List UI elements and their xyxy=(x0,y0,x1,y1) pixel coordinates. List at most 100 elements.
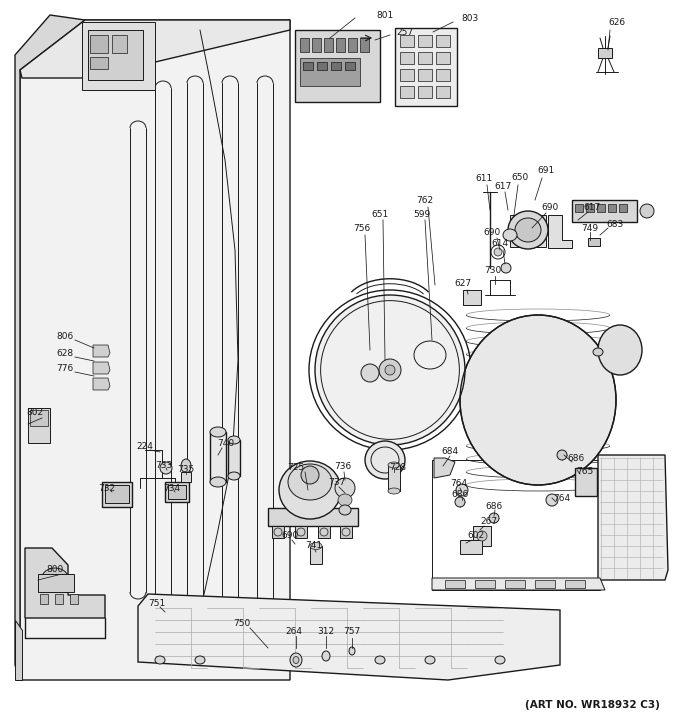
Text: 732: 732 xyxy=(99,484,116,492)
Bar xyxy=(90,35,108,53)
Text: 690: 690 xyxy=(483,228,500,236)
Ellipse shape xyxy=(335,478,355,498)
Text: 690: 690 xyxy=(282,531,299,539)
Bar xyxy=(473,526,491,546)
Ellipse shape xyxy=(315,295,465,445)
Polygon shape xyxy=(20,20,290,78)
Text: 735: 735 xyxy=(177,465,194,473)
Bar xyxy=(445,580,465,588)
Text: 802: 802 xyxy=(27,407,44,416)
Bar xyxy=(340,526,352,538)
Bar xyxy=(586,204,594,212)
Text: 764: 764 xyxy=(450,478,468,487)
Ellipse shape xyxy=(455,497,465,507)
Bar xyxy=(588,238,600,246)
Ellipse shape xyxy=(279,461,341,519)
Ellipse shape xyxy=(379,359,401,381)
Ellipse shape xyxy=(210,427,226,437)
Ellipse shape xyxy=(557,450,567,460)
Bar xyxy=(360,38,369,52)
Ellipse shape xyxy=(301,466,319,484)
Text: 690: 690 xyxy=(541,202,559,212)
Bar xyxy=(105,485,129,503)
Bar xyxy=(102,482,132,507)
Bar xyxy=(112,35,127,53)
Bar xyxy=(400,69,414,81)
Polygon shape xyxy=(93,345,110,357)
Text: 740: 740 xyxy=(218,439,235,447)
Text: 741: 741 xyxy=(305,542,322,550)
Text: 800: 800 xyxy=(46,566,64,574)
Ellipse shape xyxy=(195,656,205,664)
Text: 224: 224 xyxy=(137,442,154,450)
Ellipse shape xyxy=(41,568,69,592)
Ellipse shape xyxy=(375,656,385,664)
Bar xyxy=(168,485,186,499)
Bar xyxy=(181,472,191,482)
Bar xyxy=(505,580,525,588)
Ellipse shape xyxy=(515,218,541,242)
Bar xyxy=(395,28,457,106)
Bar xyxy=(388,465,400,491)
Polygon shape xyxy=(598,455,668,580)
Text: 730: 730 xyxy=(484,265,502,275)
Text: 617: 617 xyxy=(583,202,600,212)
Bar xyxy=(30,410,48,426)
Ellipse shape xyxy=(290,653,302,667)
Bar xyxy=(597,204,605,212)
Bar xyxy=(40,594,48,604)
Bar xyxy=(436,69,450,81)
Ellipse shape xyxy=(322,651,330,661)
Bar xyxy=(348,38,357,52)
Text: 628: 628 xyxy=(56,349,73,357)
Bar xyxy=(460,540,482,554)
Text: 737: 737 xyxy=(328,478,345,486)
Polygon shape xyxy=(138,594,560,680)
Ellipse shape xyxy=(342,528,350,536)
Text: 651: 651 xyxy=(371,210,389,218)
Bar xyxy=(324,38,333,52)
Text: 734: 734 xyxy=(163,484,181,492)
Text: 611: 611 xyxy=(475,173,492,183)
Ellipse shape xyxy=(456,484,468,496)
Text: 684: 684 xyxy=(441,447,458,455)
Text: 725: 725 xyxy=(288,463,305,471)
Polygon shape xyxy=(432,578,605,590)
Ellipse shape xyxy=(495,656,505,664)
Bar xyxy=(400,52,414,64)
Text: 312: 312 xyxy=(318,626,335,636)
Ellipse shape xyxy=(546,494,558,506)
Bar xyxy=(572,200,637,222)
Ellipse shape xyxy=(361,364,379,382)
Ellipse shape xyxy=(297,528,305,536)
Ellipse shape xyxy=(320,528,328,536)
Ellipse shape xyxy=(365,441,405,479)
Text: 728: 728 xyxy=(390,463,407,471)
Ellipse shape xyxy=(339,505,351,515)
Text: 733: 733 xyxy=(155,460,173,470)
Text: 776: 776 xyxy=(56,363,73,373)
Bar xyxy=(55,594,63,604)
Text: 801: 801 xyxy=(376,10,394,20)
Ellipse shape xyxy=(508,211,548,249)
Ellipse shape xyxy=(210,477,226,487)
Bar xyxy=(575,204,583,212)
Bar xyxy=(318,526,330,538)
Text: 264: 264 xyxy=(286,626,303,636)
Text: 627: 627 xyxy=(454,278,471,288)
Polygon shape xyxy=(434,458,455,478)
Text: 750: 750 xyxy=(233,618,251,628)
Bar xyxy=(228,440,240,476)
Bar xyxy=(310,546,322,564)
Text: 599: 599 xyxy=(413,210,430,218)
Bar xyxy=(38,574,74,592)
Bar xyxy=(317,62,327,70)
Ellipse shape xyxy=(477,531,487,541)
Bar xyxy=(312,38,321,52)
Ellipse shape xyxy=(293,657,299,663)
Bar xyxy=(418,69,432,81)
Bar xyxy=(418,52,432,64)
Bar xyxy=(436,35,450,47)
Bar xyxy=(295,526,307,538)
Text: 650: 650 xyxy=(511,173,528,181)
